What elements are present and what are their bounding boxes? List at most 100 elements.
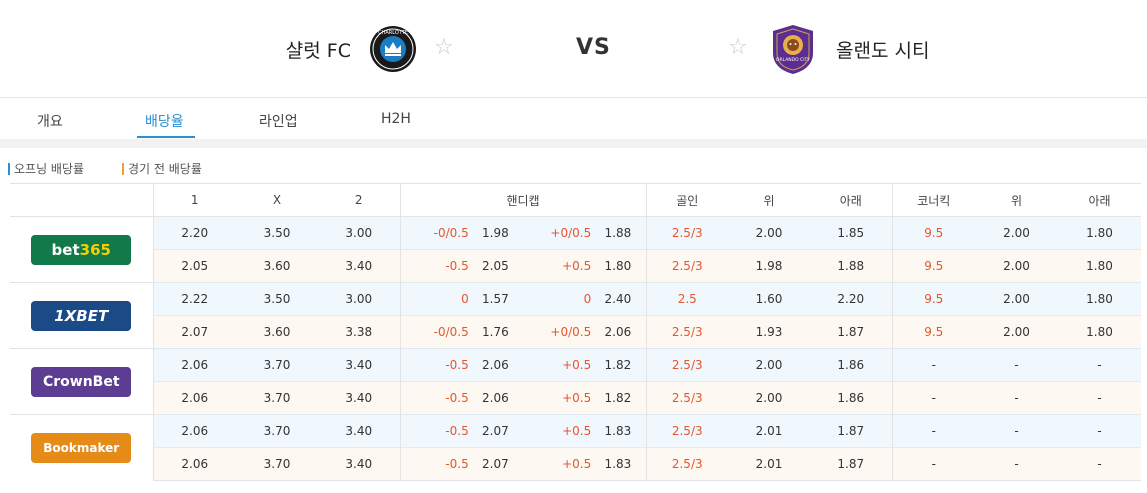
handicap-home-cell[interactable]: -0/0.5 1.76 (399, 315, 523, 349)
bet365-logo[interactable]: bet365 (31, 234, 132, 265)
odds-draw[interactable]: 3.70 (236, 447, 318, 481)
home-favorite-star-icon[interactable]: ☆ (434, 35, 454, 60)
corners-under-odds[interactable]: - (1058, 348, 1141, 382)
odds-away-win[interactable]: 3.40 (318, 447, 400, 481)
goals-under-odds[interactable]: 1.85 (810, 216, 892, 250)
goals-under-odds[interactable]: 1.87 (810, 414, 892, 448)
corners-line[interactable]: 9.5 (891, 249, 975, 283)
goals-over-odds[interactable]: 2.00 (728, 381, 810, 415)
goals-line[interactable]: 2.5 (645, 282, 728, 316)
goals-over-odds[interactable]: 1.98 (728, 249, 810, 283)
odds-home-win[interactable]: 2.05 (152, 249, 236, 283)
odds-draw[interactable]: 3.60 (236, 249, 318, 283)
handicap-home-cell[interactable]: -0.5 2.05 (399, 249, 523, 283)
bookmaker-logo[interactable]: Bookmaker (31, 432, 132, 463)
corners-over-odds[interactable]: - (975, 414, 1058, 448)
goals-line[interactable]: 2.5/3 (645, 381, 728, 415)
goals-under-odds[interactable]: 1.88 (810, 249, 892, 283)
goals-under-odds[interactable]: 2.20 (810, 282, 892, 316)
handicap-away-cell[interactable]: +0.5 1.83 (523, 447, 646, 481)
handicap-home-cell[interactable]: -0.5 2.06 (399, 348, 523, 382)
goals-over-odds[interactable]: 1.60 (728, 282, 810, 316)
goals-line[interactable]: 2.5/3 (645, 315, 728, 349)
goals-line[interactable]: 2.5/3 (645, 249, 728, 283)
crownbet-logo[interactable]: CrownBet (31, 366, 132, 397)
handicap-away-cell[interactable]: 0 2.40 (523, 282, 646, 316)
corners-under-odds[interactable]: - (1058, 414, 1141, 448)
handicap-away-cell[interactable]: +0/0.5 1.88 (523, 216, 646, 250)
handicap-away-cell[interactable]: +0/0.5 2.06 (523, 315, 646, 349)
corners-line[interactable]: 9.5 (891, 216, 975, 250)
handicap-away-cell[interactable]: +0.5 1.80 (523, 249, 646, 283)
corners-under-odds[interactable]: 1.80 (1058, 216, 1141, 250)
goals-under-odds[interactable]: 1.86 (810, 381, 892, 415)
odds-away-win[interactable]: 3.38 (318, 315, 400, 349)
handicap-home-cell[interactable]: -0/0.5 1.98 (399, 216, 523, 250)
odds-home-win[interactable]: 2.20 (152, 216, 236, 250)
odds-home-win[interactable]: 2.07 (152, 315, 236, 349)
goals-over-odds[interactable]: 2.00 (728, 348, 810, 382)
tab-odds[interactable]: 배당율 (145, 114, 184, 130)
handicap-away-cell[interactable]: +0.5 1.82 (523, 381, 646, 415)
corners-line[interactable]: 9.5 (891, 282, 975, 316)
corners-under-odds[interactable]: 1.80 (1058, 315, 1141, 349)
corners-line[interactable]: 9.5 (891, 315, 975, 349)
odds-away-win[interactable]: 3.40 (318, 348, 400, 382)
goals-line[interactable]: 2.5/3 (645, 216, 728, 250)
handicap-home-cell[interactable]: -0.5 2.07 (399, 447, 523, 481)
corners-line[interactable]: - (891, 381, 975, 415)
corners-over-odds[interactable]: - (975, 447, 1058, 481)
odds-away-win[interactable]: 3.40 (318, 414, 400, 448)
goals-line[interactable]: 2.5/3 (645, 348, 728, 382)
odds-away-win[interactable]: 3.40 (318, 381, 400, 415)
corners-over-odds[interactable]: - (975, 381, 1058, 415)
odds-draw[interactable]: 3.50 (236, 216, 318, 250)
odds-draw[interactable]: 3.70 (236, 348, 318, 382)
orlando-city-logo-icon[interactable]: ORLANDO CITY (768, 23, 818, 75)
goals-over-odds[interactable]: 2.01 (728, 447, 810, 481)
corners-over-odds[interactable]: 2.00 (975, 282, 1058, 316)
1xbet-logo[interactable]: 1XBET (31, 300, 132, 331)
odds-draw[interactable]: 3.70 (236, 414, 318, 448)
odds-home-win[interactable]: 2.22 (152, 282, 236, 316)
tab-h2h[interactable]: H2H (381, 111, 411, 127)
odds-draw[interactable]: 3.50 (236, 282, 318, 316)
corners-line[interactable]: - (891, 414, 975, 448)
corners-under-odds[interactable]: 1.80 (1058, 282, 1141, 316)
tab-overview[interactable]: 개요 (37, 114, 63, 130)
tab-lineup[interactable]: 라인업 (259, 114, 298, 130)
odds-home-win[interactable]: 2.06 (152, 447, 236, 481)
odds-away-win[interactable]: 3.00 (318, 216, 400, 250)
corners-under-odds[interactable]: 1.80 (1058, 249, 1141, 283)
corners-over-odds[interactable]: - (975, 348, 1058, 382)
corners-under-odds[interactable]: - (1058, 447, 1141, 481)
goals-over-odds[interactable]: 1.93 (728, 315, 810, 349)
odds-home-win[interactable]: 2.06 (152, 381, 236, 415)
corners-under-odds[interactable]: - (1058, 381, 1141, 415)
handicap-home-cell[interactable]: -0.5 2.07 (399, 414, 523, 448)
handicap-home-cell[interactable]: 0 1.57 (399, 282, 523, 316)
odds-away-win[interactable]: 3.00 (318, 282, 400, 316)
corners-over-odds[interactable]: 2.00 (975, 249, 1058, 283)
away-team-name[interactable]: 올랜도 시티 (836, 40, 930, 62)
goals-line[interactable]: 2.5/3 (645, 447, 728, 481)
corners-over-odds[interactable]: 2.00 (975, 315, 1058, 349)
goals-over-odds[interactable]: 2.00 (728, 216, 810, 250)
odds-draw[interactable]: 3.60 (236, 315, 318, 349)
odds-home-win[interactable]: 2.06 (152, 348, 236, 382)
odds-away-win[interactable]: 3.40 (318, 249, 400, 283)
corners-line[interactable]: - (891, 447, 975, 481)
odds-home-win[interactable]: 2.06 (152, 414, 236, 448)
handicap-home-cell[interactable]: -0.5 2.06 (399, 381, 523, 415)
charlotte-fc-logo-icon[interactable]: CHARLOTTE (368, 23, 418, 75)
goals-under-odds[interactable]: 1.87 (810, 447, 892, 481)
odds-draw[interactable]: 3.70 (236, 381, 318, 415)
goals-over-odds[interactable]: 2.01 (728, 414, 810, 448)
corners-over-odds[interactable]: 2.00 (975, 216, 1058, 250)
home-team-name[interactable]: 샬럿 FC (285, 40, 351, 62)
away-favorite-star-icon[interactable]: ☆ (728, 35, 748, 60)
handicap-away-cell[interactable]: +0.5 1.83 (523, 414, 646, 448)
goals-under-odds[interactable]: 1.86 (810, 348, 892, 382)
corners-line[interactable]: - (891, 348, 975, 382)
handicap-away-cell[interactable]: +0.5 1.82 (523, 348, 646, 382)
